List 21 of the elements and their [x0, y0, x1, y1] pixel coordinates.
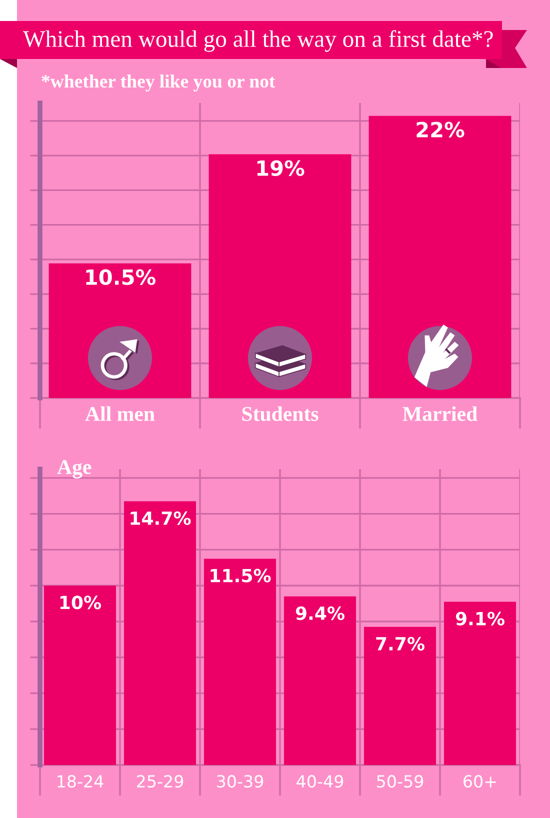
data-label: 22% [416, 122, 464, 138]
chart-subtitle: *whether they like you or not [42, 74, 276, 92]
x-tick-label: 60+ [464, 775, 496, 788]
data-label: 7.7% [376, 636, 424, 651]
data-label: 11.5% [210, 568, 271, 582]
x-tick-label: Students [242, 406, 318, 422]
x-tick-label: All men [85, 406, 155, 421]
data-label: 19% [257, 160, 304, 176]
x-tick-label: 18-24 [58, 775, 104, 788]
x-tick-label: 40-49 [296, 775, 344, 788]
x-tick-label: 25-29 [137, 775, 184, 788]
data-label: 10% [60, 596, 102, 610]
x-tick-label: Married [402, 406, 478, 421]
x-tick-label: 30-39 [217, 775, 264, 788]
data-label: 9.4% [296, 606, 344, 620]
data-label: 14.7% [130, 511, 191, 525]
data-label: 10.5% [86, 269, 156, 286]
data-label: 9.1% [456, 612, 504, 626]
x-tick-label: 50-59 [377, 775, 424, 788]
chart-title: Age [57, 460, 92, 478]
chart-title: Which men would go all the way on a first date*? [23, 30, 493, 52]
